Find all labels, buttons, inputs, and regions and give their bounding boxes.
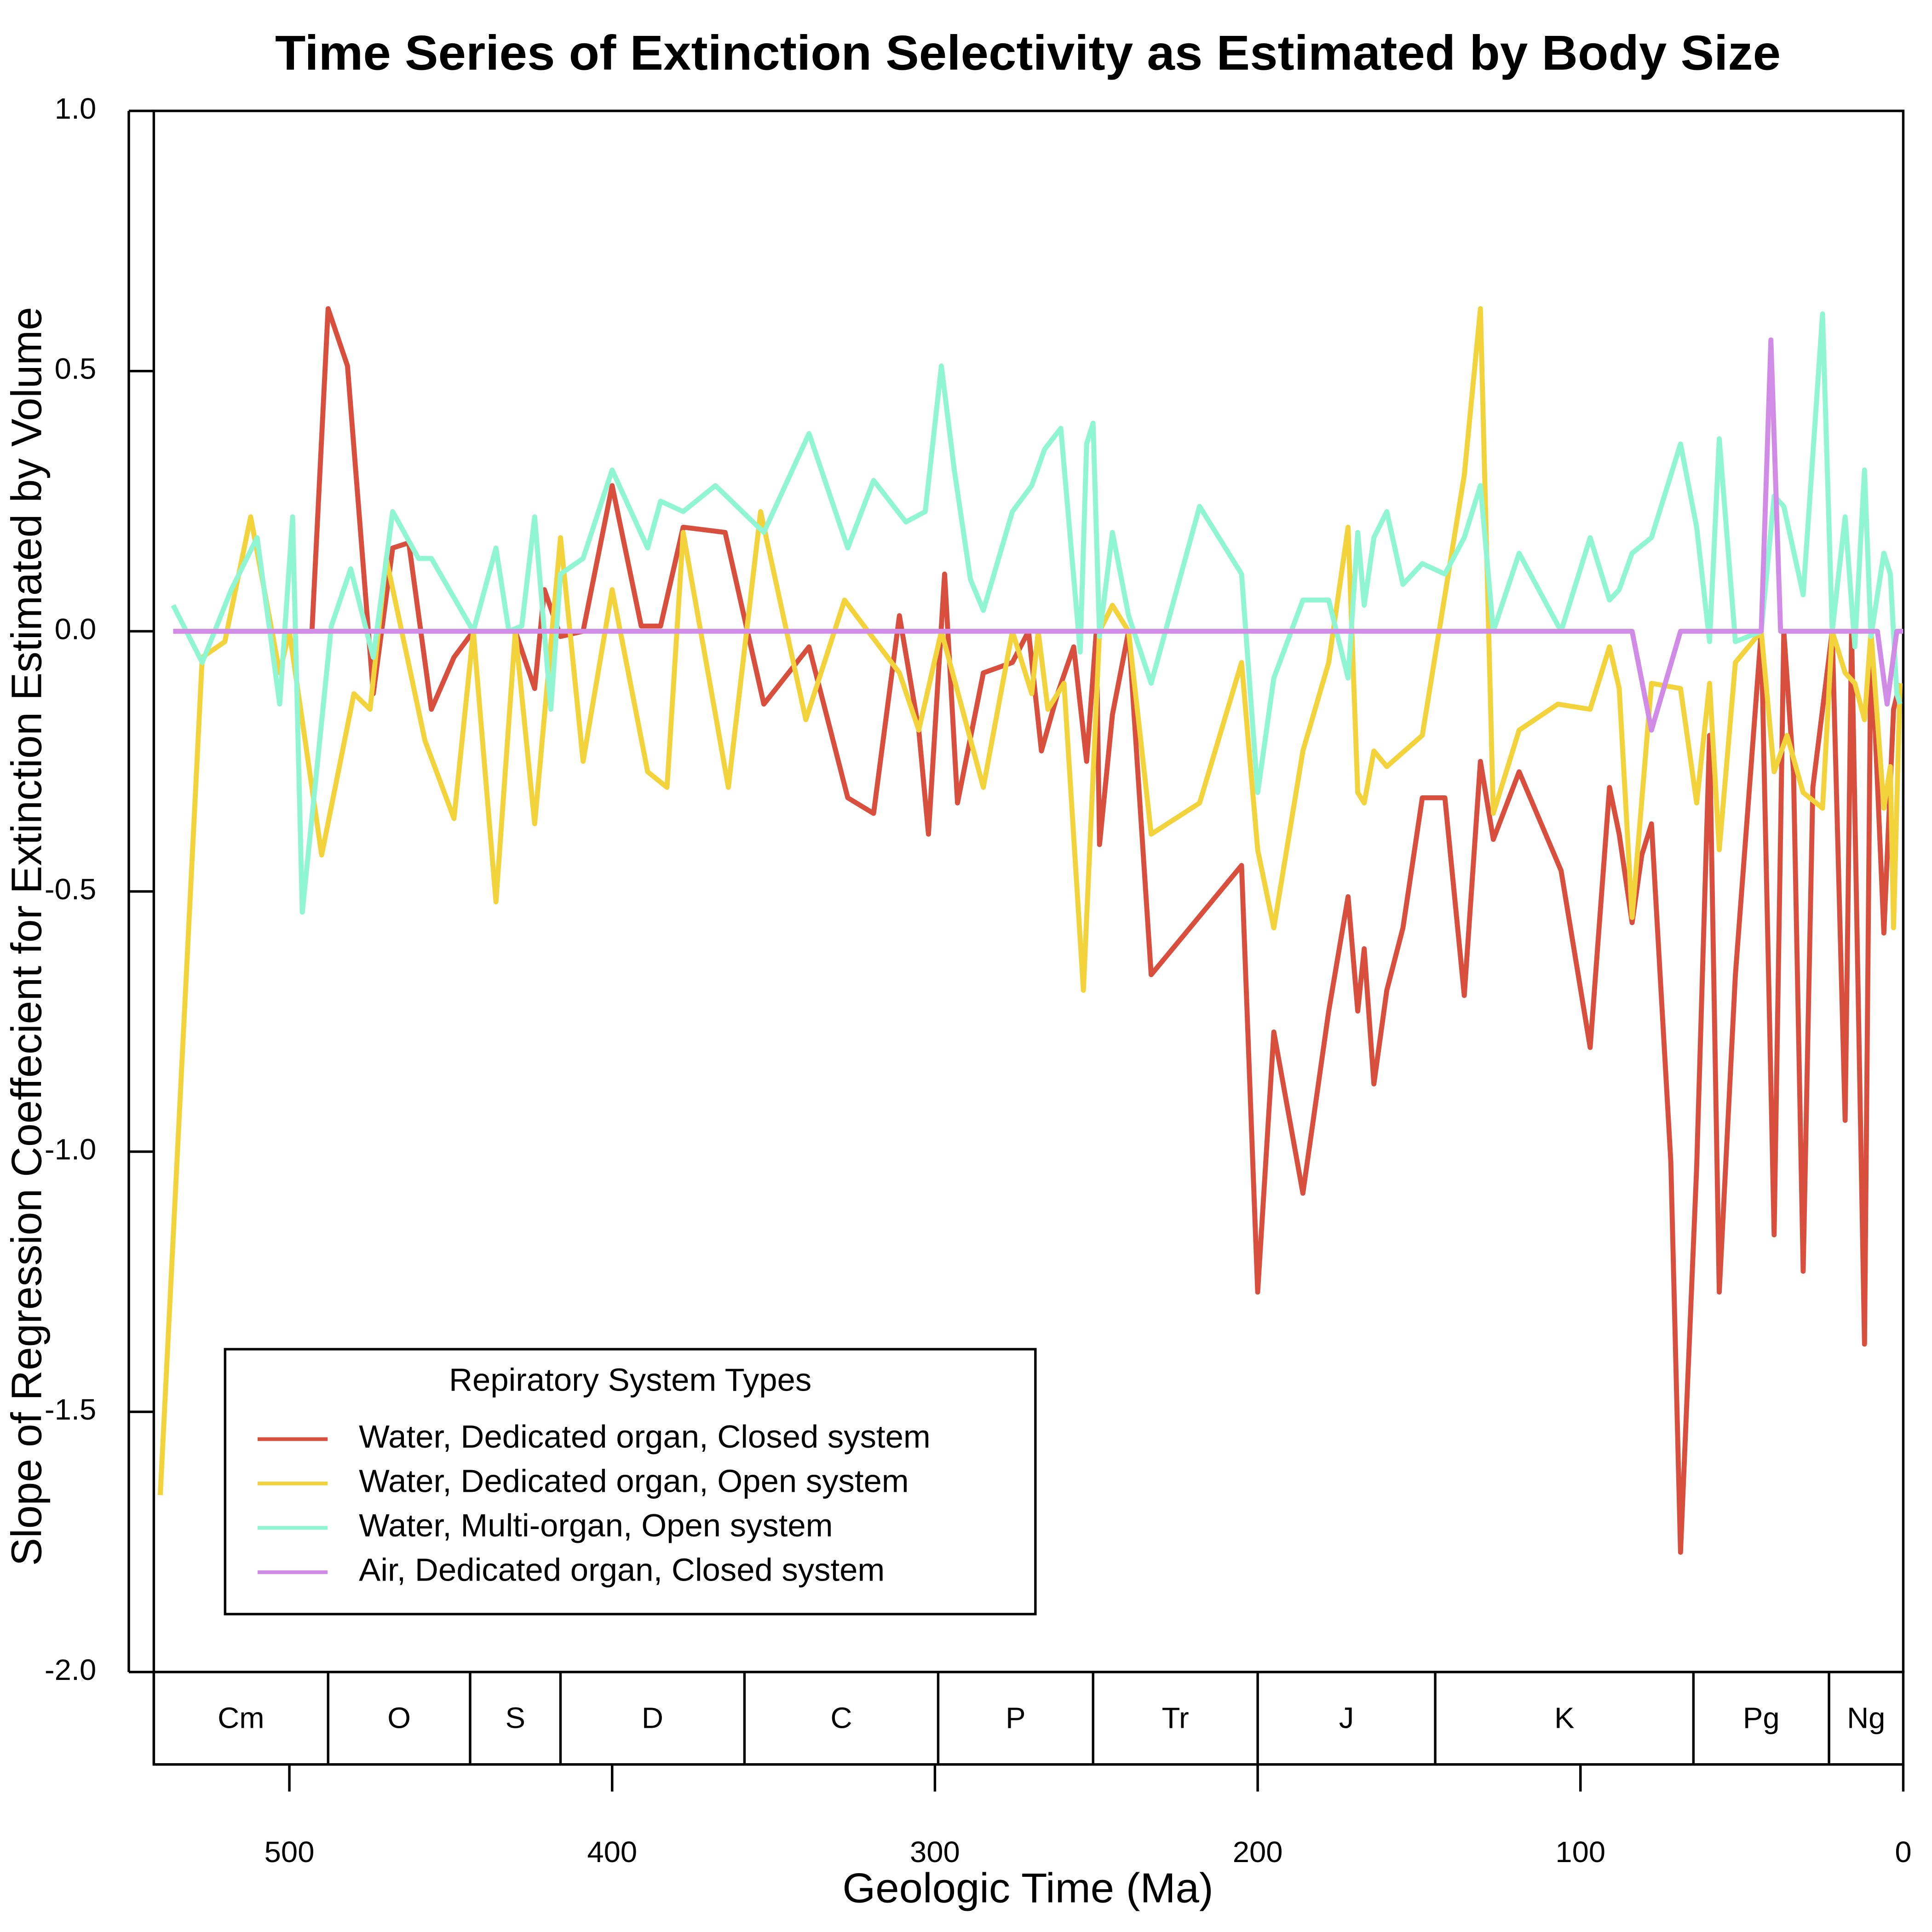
series-line [171,311,1903,915]
y-tick-label: -1.5 [45,1393,96,1426]
period-label: K [1554,1701,1575,1734]
period-label: P [1006,1701,1026,1734]
period-label: S [505,1701,525,1734]
y-axis-label: Slope of Regression Coeffecient for Exti… [3,307,51,1566]
period-label: Ng [1847,1701,1885,1734]
y-tick-label: -2.0 [45,1653,96,1686]
legend-title: Repiratory System Types [449,1362,811,1397]
period-label: J [1339,1701,1354,1734]
y-tick-label: 1.0 [55,92,97,125]
x-tick-label: 300 [910,1835,960,1869]
legend-label: Water, Multi-organ, Open system [359,1507,833,1543]
legend-box [224,1348,1037,1616]
period-label: O [387,1701,411,1734]
x-tick-label: 400 [587,1835,637,1869]
y-tick-label: 0.5 [55,352,97,385]
x-tick-label: 100 [1555,1835,1605,1869]
period-label: D [642,1701,663,1734]
y-tick-label: -1.0 [45,1133,96,1166]
series-line [173,306,1903,1555]
legend-label: Air, Dedicated organ, Closed system [359,1552,885,1587]
period-label: Pg [1743,1701,1780,1734]
y-tick-label: -0.5 [45,872,96,905]
series-line [173,337,1903,733]
period-label: Tr [1162,1701,1189,1734]
x-tick-label: 0 [1895,1835,1911,1869]
series-line [157,306,1903,1495]
legend-label: Water, Dedicated organ, Closed system [359,1418,931,1454]
legend-label: Water, Dedicated organ, Open system [359,1463,908,1499]
y-tick-label: 0.0 [55,612,97,645]
x-axis-label: Geologic Time (Ma) [842,1865,1213,1911]
period-label: Cm [218,1701,264,1734]
period-label: C [830,1701,852,1734]
x-tick-label: 500 [264,1835,315,1869]
x-tick-label: 200 [1233,1835,1283,1869]
chart-title: Time Series of Extinction Selectivity as… [275,25,1781,80]
